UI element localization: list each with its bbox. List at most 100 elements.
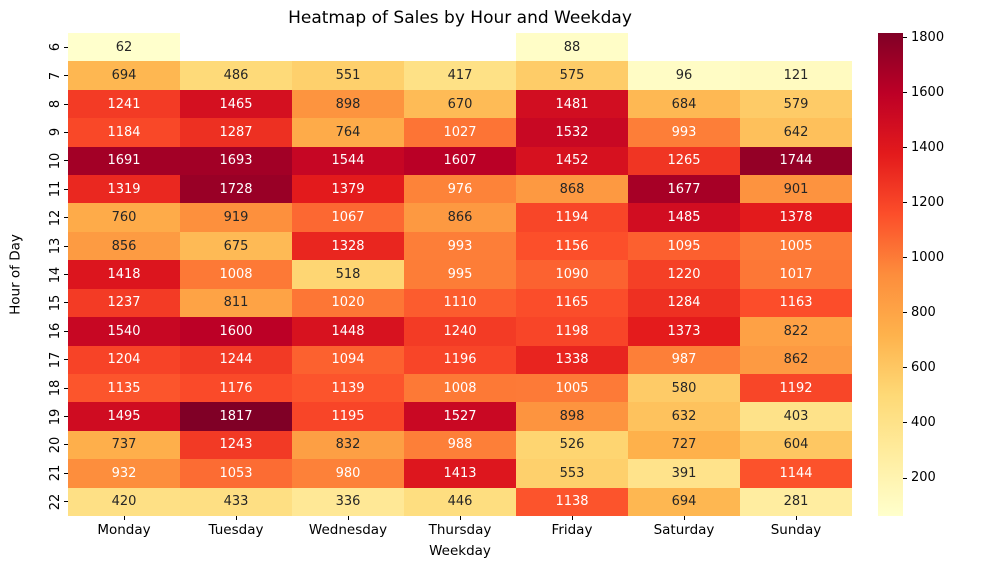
heatmap-cell: 1194 (516, 203, 628, 232)
heatmap-cell: 1677 (628, 175, 740, 204)
heatmap-cell: 898 (516, 402, 628, 431)
heatmap-cell: 1691 (68, 146, 180, 176)
axis-tick (64, 245, 68, 247)
heatmap-cell: 579 (740, 89, 852, 119)
colorbar-tick-label: 1400 (911, 139, 945, 155)
heatmap-cell: 993 (404, 231, 516, 261)
heatmap-cell: 670 (404, 89, 516, 119)
heatmap-cell (628, 33, 740, 62)
heatmap-cell: 856 (68, 231, 180, 261)
heatmap-cell: 862 (740, 345, 852, 374)
chart-title: Heatmap of Sales by Hour and Weekday (288, 8, 632, 28)
heatmap-cell (404, 33, 516, 62)
heatmap-cell: 1527 (404, 402, 516, 431)
axis-tick (903, 422, 907, 424)
heatmap-cell: 675 (180, 231, 292, 261)
colorbar-tick-label: 1000 (911, 249, 945, 265)
heatmap-cell: 1184 (68, 118, 180, 147)
heatmap-cell: 1237 (68, 288, 180, 318)
colorbar-tick-label: 800 (911, 304, 936, 320)
heatmap-cell: 1693 (180, 146, 292, 176)
heatmap-cell: 980 (292, 459, 404, 488)
heatmap-cell: 1448 (292, 317, 404, 346)
heatmap-cell: 993 (628, 118, 740, 147)
heatmap-cell: 898 (292, 89, 404, 119)
colorbar-tick-label: 400 (911, 414, 936, 430)
axis-tick (64, 103, 68, 105)
heatmap-cell: 1744 (740, 146, 852, 176)
heatmap-cell: 1095 (628, 231, 740, 261)
heatmap-cell: 1008 (180, 260, 292, 289)
heatmap-cell: 1008 (404, 373, 516, 403)
colorbar (878, 33, 903, 516)
heatmap-cell: 1265 (628, 146, 740, 176)
colorbar-tick-label: 1200 (911, 194, 945, 210)
heatmap-cell: 1090 (516, 260, 628, 289)
heatmap-cell: 737 (68, 430, 180, 460)
heatmap-cell: 1139 (292, 373, 404, 403)
axis-tick (347, 516, 349, 520)
axis-tick (903, 312, 907, 314)
heatmap-cell: 1196 (404, 345, 516, 374)
heatmap-cell: 403 (740, 402, 852, 431)
heatmap-cell: 995 (404, 260, 516, 289)
heatmap-cell: 760 (68, 203, 180, 232)
axis-tick (64, 188, 68, 190)
heatmap-cell: 1163 (740, 288, 852, 318)
heatmap-cell: 1418 (68, 260, 180, 289)
axis-tick (123, 516, 125, 520)
axis-tick (64, 302, 68, 304)
heatmap-cell: 1495 (68, 402, 180, 431)
heatmap-cell: 1284 (628, 288, 740, 318)
heatmap-cell: 694 (628, 487, 740, 516)
axis-tick (903, 37, 907, 39)
heatmap-cell: 1198 (516, 317, 628, 346)
axis-tick (683, 516, 685, 520)
axis-tick (903, 147, 907, 149)
heatmap-cell: 1053 (180, 459, 292, 488)
y-axis-label: Hour of Day (7, 234, 24, 315)
heatmap-cell: 822 (740, 317, 852, 346)
axis-tick (64, 472, 68, 474)
heatmap-cell: 336 (292, 487, 404, 516)
axis-tick (903, 202, 907, 204)
heatmap-cell: 1378 (740, 203, 852, 232)
axis-tick (64, 274, 68, 275)
heatmap-cell: 901 (740, 175, 852, 204)
axis-tick (64, 359, 68, 361)
axis-tick (571, 516, 573, 520)
heatmap-cell: 551 (292, 61, 404, 90)
heatmap-cell: 1465 (180, 89, 292, 119)
x-tick-label: Saturday (653, 522, 715, 538)
heatmap-cell: 1287 (180, 118, 292, 147)
heatmap-cell (740, 33, 852, 62)
heatmap-cell: 868 (516, 175, 628, 204)
heatmap-cell: 1176 (180, 373, 292, 403)
heatmap-cell: 1005 (740, 231, 852, 261)
heatmap-cell: 1244 (180, 345, 292, 374)
heatmap-cell: 88 (516, 33, 628, 62)
x-tick-label: Sunday (770, 522, 822, 538)
x-tick-label: Monday (97, 522, 151, 538)
heatmap-cell: 518 (292, 260, 404, 289)
heatmap-cell: 1005 (516, 373, 628, 403)
heatmap-cell: 1817 (180, 402, 292, 431)
heatmap-cell (292, 33, 404, 62)
heatmap-cell: 1544 (292, 146, 404, 176)
x-tick-label: Tuesday (208, 522, 264, 538)
heatmap-cell: 1728 (180, 175, 292, 204)
heatmap-cell: 1241 (68, 89, 180, 119)
heatmap-cell: 1540 (68, 317, 180, 346)
heatmap-cell: 1373 (628, 317, 740, 346)
heatmap-cell: 1485 (628, 203, 740, 232)
heatmap-cell: 446 (404, 487, 516, 516)
axis-tick (64, 75, 68, 77)
heatmap-cell: 1481 (516, 89, 628, 119)
heatmap-cell: 1144 (740, 459, 852, 488)
heatmap-cell: 553 (516, 459, 628, 488)
heatmap-cell: 1135 (68, 373, 180, 403)
heatmap-cell: 1319 (68, 175, 180, 204)
heatmap-cell: 1192 (740, 373, 852, 403)
heatmap-cell: 642 (740, 118, 852, 147)
